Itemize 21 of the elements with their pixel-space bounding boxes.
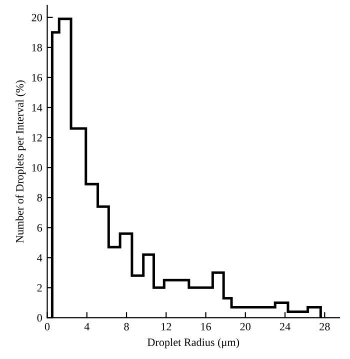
y-tick-label: 2 (37, 284, 42, 292)
x-tick-label: 0 (44, 322, 50, 330)
x-tick-label: 28 (320, 322, 330, 330)
y-tick-label: 0 (37, 314, 42, 322)
x-tick-label: 4 (84, 322, 90, 330)
y-tick-label: 18 (32, 44, 42, 52)
y-tick-label: 14 (32, 104, 42, 112)
y-tick-label: 10 (32, 164, 42, 172)
x-axis-title: Droplet Radius (μm) (148, 338, 240, 348)
y-axis-title: Number of Droplets per Interval (%) (16, 80, 26, 243)
x-tick-label: 20 (240, 322, 251, 330)
y-tick-label: 16 (32, 74, 42, 82)
x-tick-label: 16 (201, 322, 211, 330)
y-tick-label: 20 (32, 14, 42, 22)
y-tick-label: 4 (37, 254, 42, 262)
y-tick-label: 8 (37, 194, 42, 202)
y-tick-label: 12 (32, 134, 42, 142)
x-tick-label: 12 (162, 322, 172, 330)
x-tick-label: 8 (124, 322, 129, 330)
x-tick-label: 24 (280, 322, 290, 330)
y-tick-label: 6 (37, 224, 42, 232)
